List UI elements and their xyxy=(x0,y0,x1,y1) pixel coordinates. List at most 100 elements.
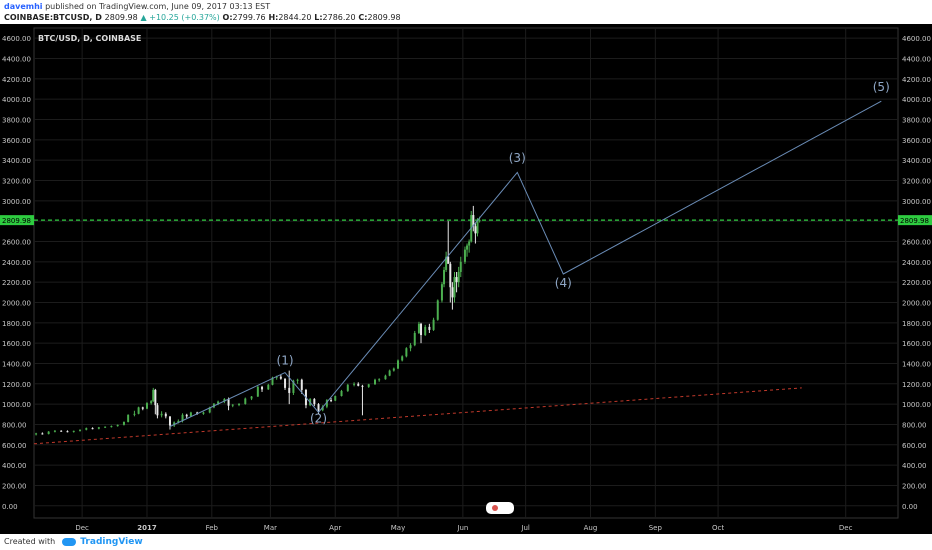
author-link[interactable]: davemhi xyxy=(4,2,43,11)
candle-body xyxy=(168,416,171,426)
x-tick-label: Mar xyxy=(264,524,277,532)
y-tick-label-left: 4400.00 xyxy=(2,55,31,63)
candle-body xyxy=(85,428,88,430)
candle-body xyxy=(250,396,253,399)
y-tick-label-left: 3400.00 xyxy=(2,157,31,165)
footer: Created with TradingView xyxy=(4,534,143,550)
y-tick-label-right: 400.00 xyxy=(902,462,927,470)
close-label: C: xyxy=(358,13,368,22)
y-tick-label-left: 2000.00 xyxy=(2,299,31,307)
high-value: 2844.20 xyxy=(278,13,312,22)
y-tick-label-right: 2600.00 xyxy=(902,238,931,246)
elliott-wave-path xyxy=(169,100,882,427)
candle-body xyxy=(353,383,356,385)
y-tick-label-left: 3000.00 xyxy=(2,198,31,206)
y-tick-label-right: 0.00 xyxy=(902,503,918,511)
candle-body xyxy=(424,326,427,336)
y-tick-label-left: 0.00 xyxy=(2,503,18,511)
wave-label: (5) xyxy=(873,80,890,94)
tradingview-logo-text[interactable]: TradingView xyxy=(80,537,143,547)
candle-body xyxy=(373,379,376,385)
candle-body xyxy=(47,431,50,435)
chart-title: BTC/USD, D, COINBASE xyxy=(38,34,141,43)
y-tick-label-left: 400.00 xyxy=(2,462,27,470)
candle-body xyxy=(217,401,220,404)
candle-body xyxy=(447,256,450,264)
last-price-label-right: 2809.98 xyxy=(900,217,929,225)
candle-body xyxy=(164,413,167,417)
x-tick-label: Oct xyxy=(712,524,724,532)
low-label: L: xyxy=(314,13,323,22)
y-tick-label-right: 4400.00 xyxy=(902,55,931,63)
y-tick-label-left: 3600.00 xyxy=(2,137,31,145)
candle-body xyxy=(445,256,448,270)
candle-body xyxy=(474,226,477,234)
x-tick-label: Dec xyxy=(75,524,89,532)
last-price-value: 2809.98 xyxy=(104,13,138,22)
y-tick-label-right: 1800.00 xyxy=(902,320,931,328)
candle-body xyxy=(156,405,159,416)
candle-body xyxy=(340,390,343,397)
candle-body xyxy=(154,389,157,406)
price-chart[interactable]: 0.00 0.00 200.00 200.00 400.00 400.00 600.00 60… xyxy=(0,24,932,534)
candle-body xyxy=(440,284,443,301)
candle-body xyxy=(417,323,420,333)
candle-body xyxy=(284,378,287,388)
y-tick-label-left: 1600.00 xyxy=(2,340,31,348)
candle-body xyxy=(428,326,431,330)
candle-body xyxy=(181,414,184,421)
candle-body xyxy=(459,261,462,272)
candle-body xyxy=(453,277,456,298)
candle-body xyxy=(41,433,44,435)
candle-body xyxy=(127,414,130,422)
y-tick-label-right: 1600.00 xyxy=(902,340,931,348)
y-tick-label-left: 2600.00 xyxy=(2,238,31,246)
candle-body xyxy=(384,375,387,380)
candle-body xyxy=(420,323,423,336)
candle-body xyxy=(463,249,466,262)
candle-body xyxy=(35,433,38,435)
wave-label: (1) xyxy=(277,353,294,367)
candle-body xyxy=(432,319,435,330)
candle-body xyxy=(367,384,370,387)
y-tick-label-right: 3400.00 xyxy=(902,157,931,165)
y-tick-label-left: 2400.00 xyxy=(2,259,31,267)
symbol-info: COINBASE:BTCUSD, D 2809.98 ▲ +10.25 (+0.… xyxy=(4,12,401,23)
y-tick-label-right: 4200.00 xyxy=(902,76,931,84)
candle-body xyxy=(97,427,100,429)
candle-body xyxy=(60,430,63,432)
y-tick-label-right: 3600.00 xyxy=(902,137,931,145)
x-tick-label: Feb xyxy=(206,524,219,532)
y-tick-label-left: 4600.00 xyxy=(2,35,31,43)
candle-body xyxy=(466,245,469,250)
y-tick-label-left: 3800.00 xyxy=(2,116,31,124)
x-tick-label: Sep xyxy=(649,524,663,532)
candle-body xyxy=(227,399,230,406)
candle-body xyxy=(346,384,349,391)
candle-body xyxy=(238,403,241,405)
y-tick-label-right: 2400.00 xyxy=(902,259,931,267)
plot-area xyxy=(33,27,899,519)
candle-body xyxy=(110,426,113,428)
candle-body xyxy=(472,215,475,227)
candle-body xyxy=(361,385,364,387)
y-tick-label-right: 600.00 xyxy=(902,442,927,450)
y-tick-label-left: 1200.00 xyxy=(2,381,31,389)
y-tick-label-left: 1000.00 xyxy=(2,401,31,409)
x-tick-label: Jul xyxy=(520,524,530,532)
candle-body xyxy=(325,400,328,407)
chart-area[interactable]: 0.00 0.00 200.00 200.00 400.00 400.00 600.00 60… xyxy=(0,24,932,534)
y-tick-label-right: 4600.00 xyxy=(902,35,931,43)
candle-body xyxy=(152,389,155,402)
candle-body xyxy=(397,360,400,369)
x-tick-label: May xyxy=(391,524,405,532)
y-tick-label-left: 4000.00 xyxy=(2,96,31,104)
y-tick-label-left: 200.00 xyxy=(2,482,27,490)
candle-body xyxy=(66,431,69,433)
candle-body xyxy=(357,383,360,386)
candle-body xyxy=(53,430,56,432)
candle-body xyxy=(449,263,452,288)
candle-body xyxy=(292,380,295,393)
candle-body xyxy=(122,421,125,425)
candle-body xyxy=(313,399,316,405)
